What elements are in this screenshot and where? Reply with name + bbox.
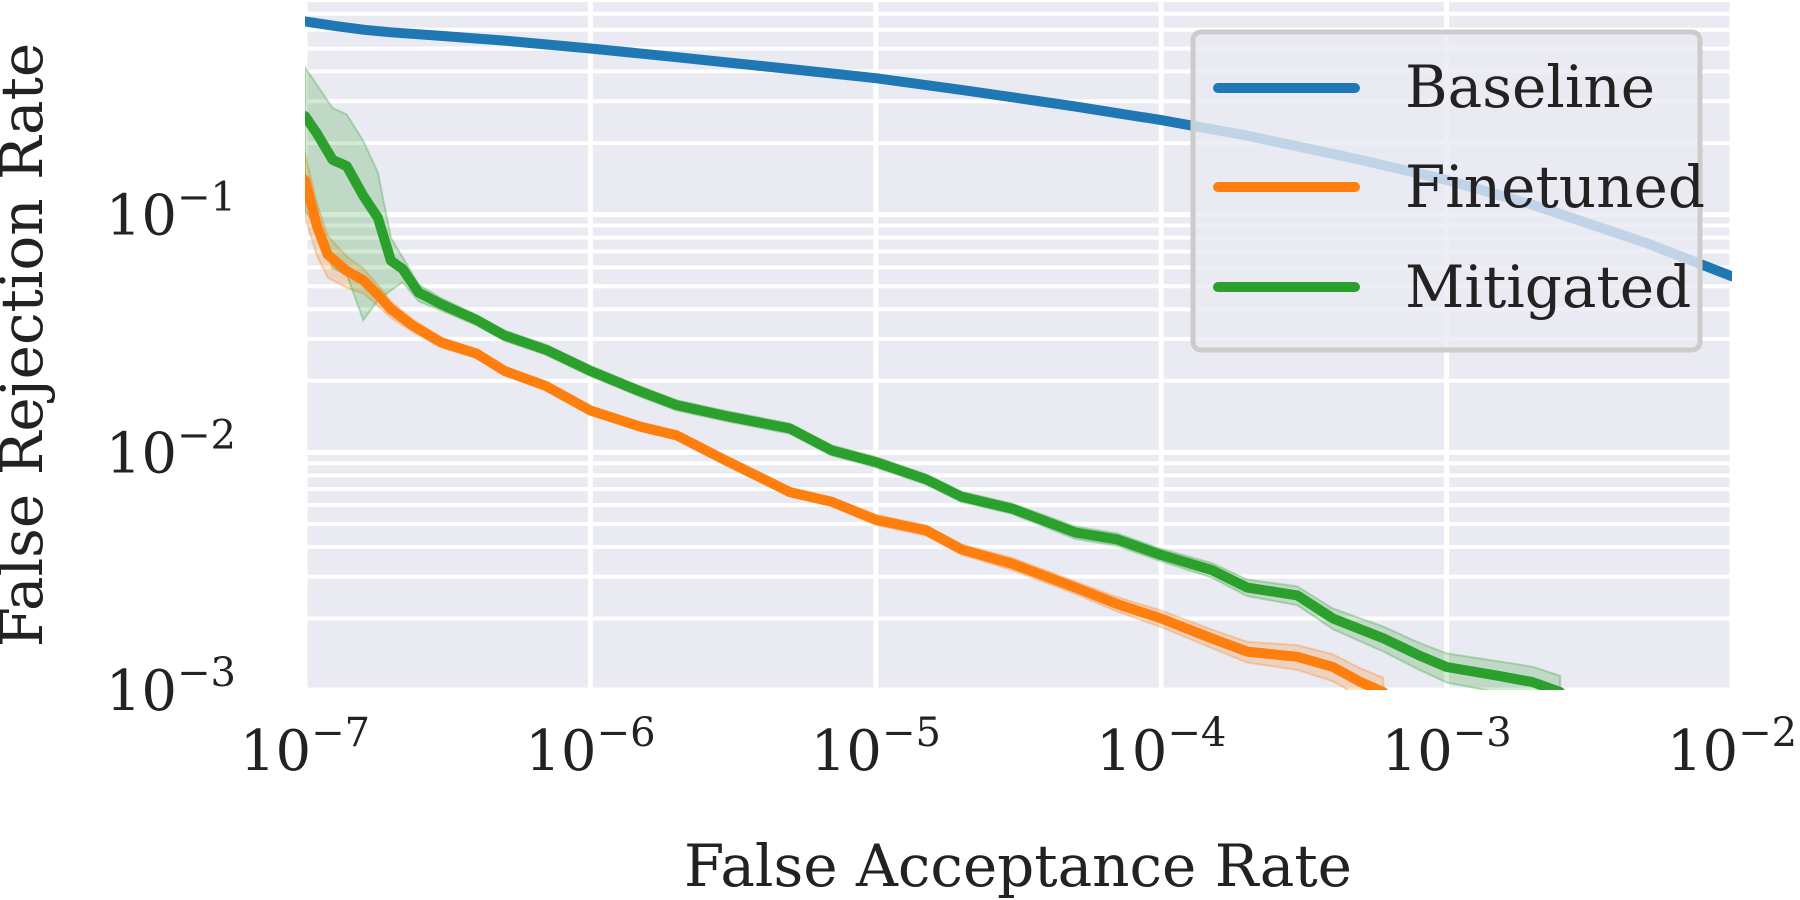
x-tick-label: 10−5 xyxy=(811,710,941,784)
legend-box xyxy=(1190,29,1703,353)
legend-label-baseline: Baseline xyxy=(1405,53,1655,121)
x-axis-title: False Acceptance Rate xyxy=(684,832,1352,900)
y-tick-labels: 10−1 10−2 10−3 xyxy=(106,175,236,724)
x-tick-labels: 10−7 10−6 10−5 10−4 10−3 10−2 xyxy=(240,710,1797,784)
series-line-mitigated xyxy=(305,111,1565,690)
x-tick-label: 10−4 xyxy=(1096,710,1226,784)
legend-label-finetuned: Finetuned xyxy=(1405,153,1705,221)
x-tick-label: 10−6 xyxy=(525,710,655,784)
x-tick-label: 10−2 xyxy=(1667,710,1797,784)
y-tick-label: 10−1 xyxy=(106,175,236,249)
y-tick-label: 10−2 xyxy=(106,412,236,486)
series-line-finetuned xyxy=(305,174,1388,690)
y-axis-title: False Rejection Rate xyxy=(0,43,56,648)
x-tick-label: 10−3 xyxy=(1381,710,1511,784)
x-tick-label: 10−7 xyxy=(240,710,370,784)
legend: Baseline Finetuned Mitigated xyxy=(1190,29,1705,353)
legend-label-mitigated: Mitigated xyxy=(1405,253,1691,321)
y-tick-label: 10−3 xyxy=(106,650,236,724)
